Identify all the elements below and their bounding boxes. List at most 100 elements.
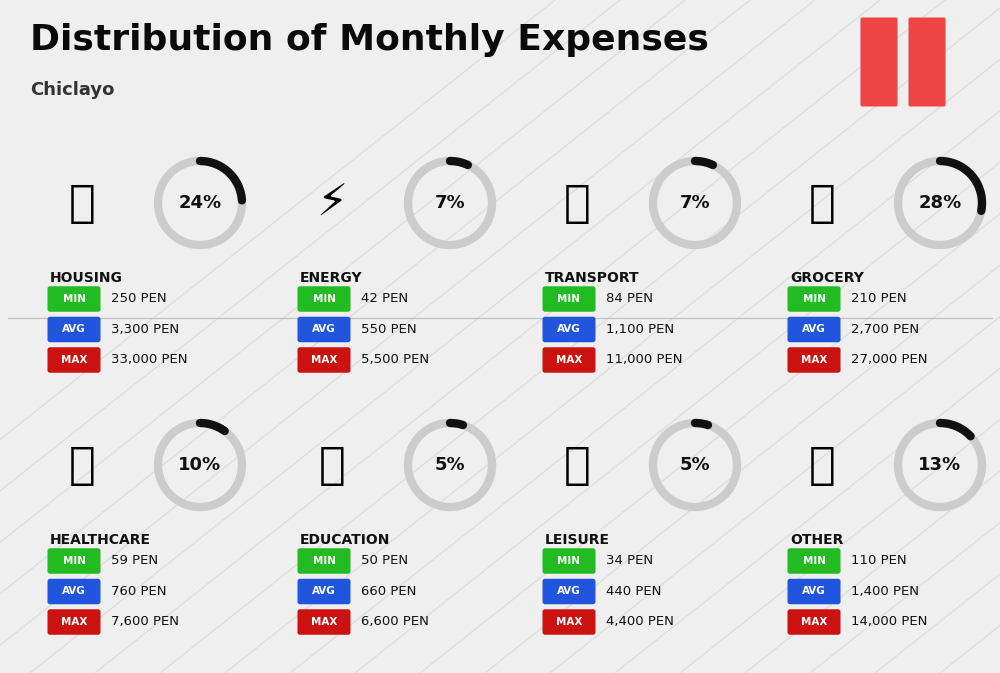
Text: 7%: 7% <box>680 194 710 212</box>
FancyBboxPatch shape <box>298 579 351 604</box>
Text: AVG: AVG <box>312 586 336 596</box>
Text: 13%: 13% <box>918 456 962 474</box>
FancyBboxPatch shape <box>48 548 100 574</box>
FancyBboxPatch shape <box>908 17 945 106</box>
Text: ⚡: ⚡ <box>316 182 348 225</box>
Text: EDUCATION: EDUCATION <box>300 533 390 547</box>
FancyBboxPatch shape <box>542 548 596 574</box>
FancyBboxPatch shape <box>542 579 596 604</box>
Text: 5,500 PEN: 5,500 PEN <box>361 353 429 367</box>
Text: 210 PEN: 210 PEN <box>851 293 907 306</box>
Text: MIN: MIN <box>62 294 86 304</box>
Text: MIN: MIN <box>802 294 826 304</box>
Text: 4,400 PEN: 4,400 PEN <box>606 616 674 629</box>
Text: 11,000 PEN: 11,000 PEN <box>606 353 682 367</box>
Text: 760 PEN: 760 PEN <box>111 585 166 598</box>
Text: Chiclayo: Chiclayo <box>30 81 114 99</box>
Text: 33,000 PEN: 33,000 PEN <box>111 353 188 367</box>
Text: 1,100 PEN: 1,100 PEN <box>606 323 674 336</box>
Text: AVG: AVG <box>802 324 826 334</box>
Text: AVG: AVG <box>62 586 86 596</box>
Text: 5%: 5% <box>435 456 465 474</box>
FancyBboxPatch shape <box>788 579 840 604</box>
FancyBboxPatch shape <box>788 286 840 312</box>
Text: AVG: AVG <box>557 324 581 334</box>
Text: 💰: 💰 <box>809 444 835 487</box>
Text: 28%: 28% <box>918 194 962 212</box>
Text: 660 PEN: 660 PEN <box>361 585 416 598</box>
FancyBboxPatch shape <box>542 317 596 343</box>
Text: 3,300 PEN: 3,300 PEN <box>111 323 179 336</box>
FancyBboxPatch shape <box>48 609 100 635</box>
Text: 6,600 PEN: 6,600 PEN <box>361 616 429 629</box>
FancyBboxPatch shape <box>298 347 351 373</box>
Text: MAX: MAX <box>556 355 582 365</box>
Text: 550 PEN: 550 PEN <box>361 323 417 336</box>
Text: MIN: MIN <box>558 556 580 566</box>
Text: 440 PEN: 440 PEN <box>606 585 661 598</box>
Text: MIN: MIN <box>558 294 580 304</box>
Text: 7,600 PEN: 7,600 PEN <box>111 616 179 629</box>
FancyBboxPatch shape <box>298 286 351 312</box>
Text: 💗: 💗 <box>69 444 95 487</box>
Text: MAX: MAX <box>61 355 87 365</box>
FancyBboxPatch shape <box>788 609 840 635</box>
Text: 14,000 PEN: 14,000 PEN <box>851 616 927 629</box>
Text: 34 PEN: 34 PEN <box>606 555 653 567</box>
FancyBboxPatch shape <box>298 317 351 343</box>
FancyBboxPatch shape <box>860 17 897 106</box>
Text: AVG: AVG <box>312 324 336 334</box>
Text: MIN: MIN <box>312 556 336 566</box>
FancyBboxPatch shape <box>542 347 596 373</box>
Text: 24%: 24% <box>178 194 222 212</box>
Text: 10%: 10% <box>178 456 222 474</box>
Text: AVG: AVG <box>557 586 581 596</box>
Text: 🏢: 🏢 <box>69 182 95 225</box>
Text: 50 PEN: 50 PEN <box>361 555 408 567</box>
Text: TRANSPORT: TRANSPORT <box>545 271 640 285</box>
Text: 59 PEN: 59 PEN <box>111 555 158 567</box>
Text: MAX: MAX <box>801 617 827 627</box>
FancyBboxPatch shape <box>788 317 840 343</box>
Text: 250 PEN: 250 PEN <box>111 293 167 306</box>
Text: 🚌: 🚌 <box>564 182 590 225</box>
Text: MIN: MIN <box>62 556 86 566</box>
Text: OTHER: OTHER <box>790 533 843 547</box>
Text: Distribution of Monthly Expenses: Distribution of Monthly Expenses <box>30 23 709 57</box>
Text: 42 PEN: 42 PEN <box>361 293 408 306</box>
Text: MIN: MIN <box>312 294 336 304</box>
Text: LEISURE: LEISURE <box>545 533 610 547</box>
Text: 🛒: 🛒 <box>809 182 835 225</box>
Text: HOUSING: HOUSING <box>50 271 123 285</box>
Text: 🛍: 🛍 <box>564 444 590 487</box>
FancyBboxPatch shape <box>788 548 840 574</box>
FancyBboxPatch shape <box>48 286 100 312</box>
FancyBboxPatch shape <box>48 347 100 373</box>
FancyBboxPatch shape <box>48 317 100 343</box>
Text: GROCERY: GROCERY <box>790 271 864 285</box>
Text: 🎓: 🎓 <box>319 444 345 487</box>
Text: MAX: MAX <box>311 617 337 627</box>
Text: ENERGY: ENERGY <box>300 271 363 285</box>
Text: 5%: 5% <box>680 456 710 474</box>
Text: MAX: MAX <box>801 355 827 365</box>
Text: MAX: MAX <box>61 617 87 627</box>
Text: 27,000 PEN: 27,000 PEN <box>851 353 928 367</box>
Text: AVG: AVG <box>802 586 826 596</box>
Text: 2,700 PEN: 2,700 PEN <box>851 323 919 336</box>
Text: 7%: 7% <box>435 194 465 212</box>
Text: 110 PEN: 110 PEN <box>851 555 907 567</box>
Text: MIN: MIN <box>802 556 826 566</box>
Text: HEALTHCARE: HEALTHCARE <box>50 533 151 547</box>
Text: MAX: MAX <box>556 617 582 627</box>
FancyBboxPatch shape <box>48 579 100 604</box>
FancyBboxPatch shape <box>788 347 840 373</box>
Text: MAX: MAX <box>311 355 337 365</box>
FancyBboxPatch shape <box>542 609 596 635</box>
FancyBboxPatch shape <box>298 548 351 574</box>
Text: 1,400 PEN: 1,400 PEN <box>851 585 919 598</box>
FancyBboxPatch shape <box>298 609 351 635</box>
FancyBboxPatch shape <box>542 286 596 312</box>
Text: 84 PEN: 84 PEN <box>606 293 653 306</box>
Text: AVG: AVG <box>62 324 86 334</box>
